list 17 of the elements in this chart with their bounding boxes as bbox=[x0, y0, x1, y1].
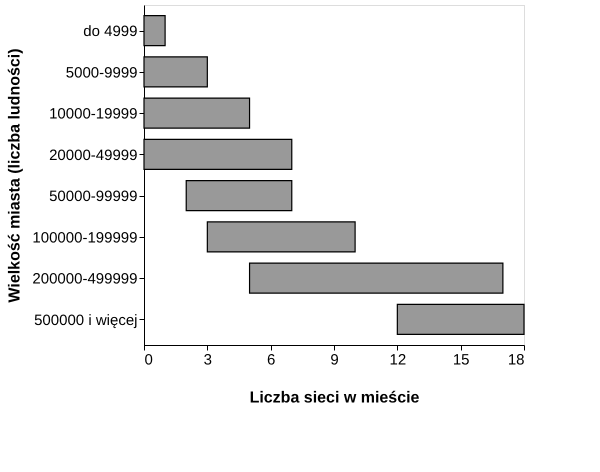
y-axis-title: Wielkość miasta (liczba ludności) bbox=[6, 48, 24, 303]
x-tick-label: 6 bbox=[266, 352, 276, 368]
y-tick-label: 500000 i więcej bbox=[34, 312, 138, 329]
x-tick-label: 3 bbox=[204, 352, 212, 368]
x-axis-title: Liczba sieci w mieście bbox=[250, 390, 420, 406]
y-tick-label: do 4999 bbox=[83, 23, 138, 40]
x-tick-label: 18 bbox=[508, 352, 524, 368]
x-tick-label: 15 bbox=[452, 352, 470, 368]
x-tick-label: 0 bbox=[144, 352, 153, 368]
y-tick-label: 5000-9999 bbox=[66, 64, 138, 82]
y-tick-label: 10000-19999 bbox=[49, 106, 138, 123]
x-tick-label: 9 bbox=[330, 352, 339, 368]
x-tick-label: 12 bbox=[389, 352, 406, 368]
y-tick-label: 200000-499999 bbox=[32, 270, 138, 288]
y-tick-label: 100000-199999 bbox=[32, 229, 138, 246]
y-tick-label: 50000-99999 bbox=[49, 188, 138, 206]
y-tick-label: 20000-49999 bbox=[49, 146, 138, 164]
